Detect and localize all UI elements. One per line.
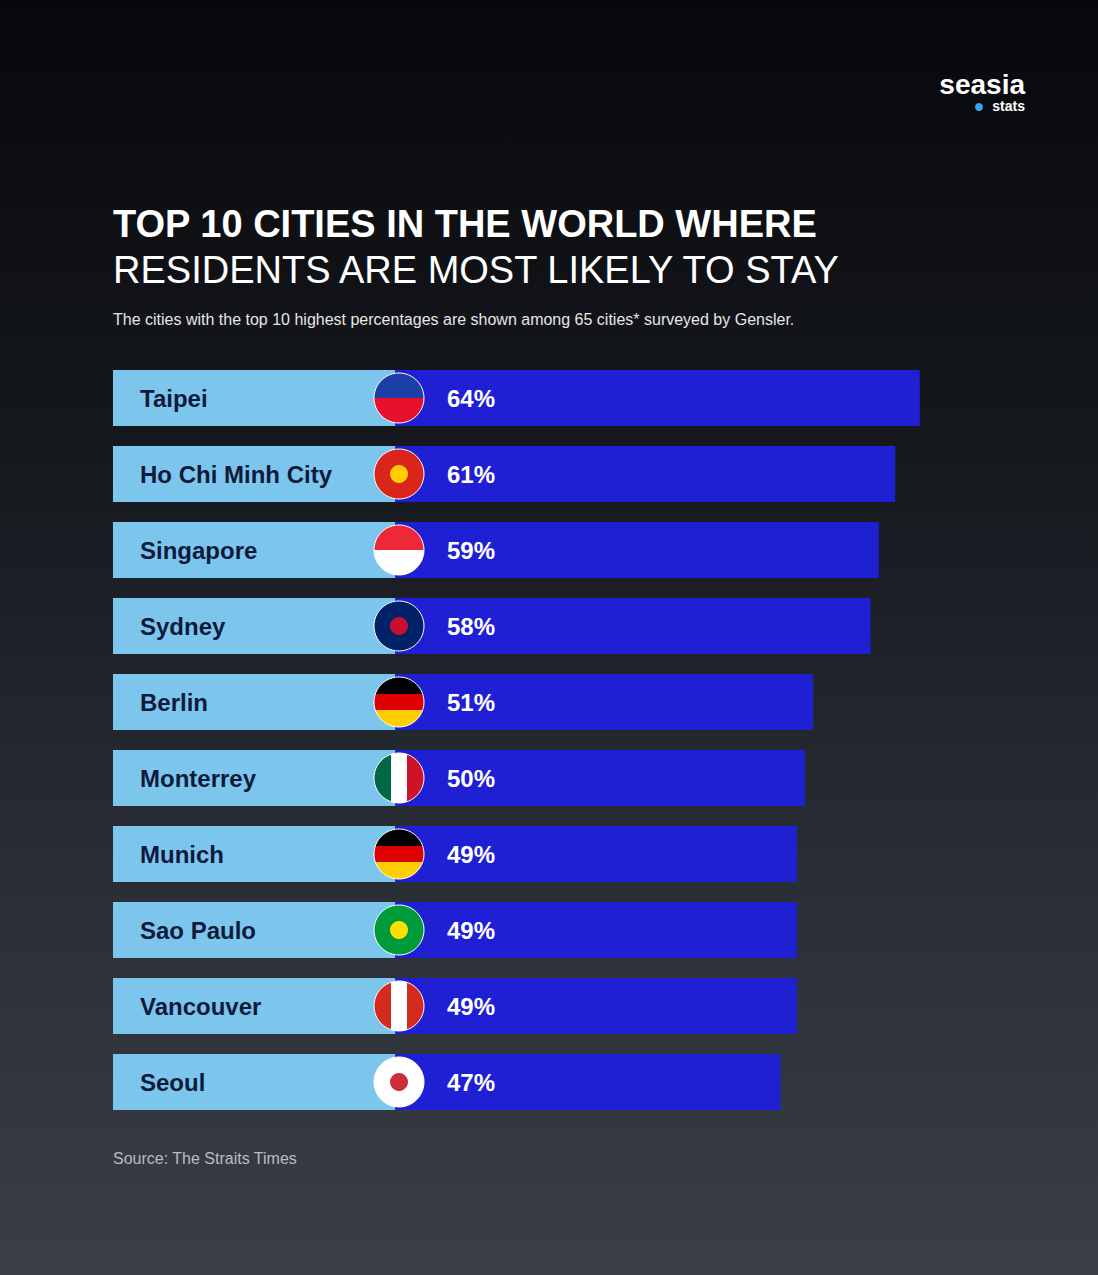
svg-text:49%: 49% <box>447 993 495 1020</box>
svg-text:stats: stats <box>992 98 1025 114</box>
svg-text:Taipei: Taipei <box>140 385 208 412</box>
svg-text:Sydney: Sydney <box>140 613 226 640</box>
svg-text:Source: The Straits Times: Source: The Straits Times <box>113 1150 297 1167</box>
svg-text:47%: 47% <box>447 1069 495 1096</box>
svg-text:61%: 61% <box>447 461 495 488</box>
svg-text:Seoul: Seoul <box>140 1069 205 1096</box>
svg-text:Monterrey: Monterrey <box>140 765 257 792</box>
svg-text:Sao Paulo: Sao Paulo <box>140 917 256 944</box>
svg-text:seasia: seasia <box>939 69 1025 100</box>
svg-text:Munich: Munich <box>140 841 224 868</box>
svg-text:64%: 64% <box>447 385 495 412</box>
svg-text:49%: 49% <box>447 841 495 868</box>
svg-text:TOP 10 CITIES IN THE WORLD WHE: TOP 10 CITIES IN THE WORLD WHERE <box>113 203 817 245</box>
svg-text:58%: 58% <box>447 613 495 640</box>
svg-text:51%: 51% <box>447 689 495 716</box>
svg-text:Ho Chi Minh City: Ho Chi Minh City <box>140 461 333 488</box>
svg-text:Berlin: Berlin <box>140 689 208 716</box>
svg-text:59%: 59% <box>447 537 495 564</box>
svg-text:Singapore: Singapore <box>140 537 257 564</box>
svg-text:RESIDENTS ARE MOST LIKELY TO S: RESIDENTS ARE MOST LIKELY TO STAY <box>113 249 839 291</box>
svg-text:Vancouver: Vancouver <box>140 993 261 1020</box>
svg-text:49%: 49% <box>447 917 495 944</box>
svg-text:The cities with the top 10 hig: The cities with the top 10 highest perce… <box>113 311 794 328</box>
svg-text:50%: 50% <box>447 765 495 792</box>
